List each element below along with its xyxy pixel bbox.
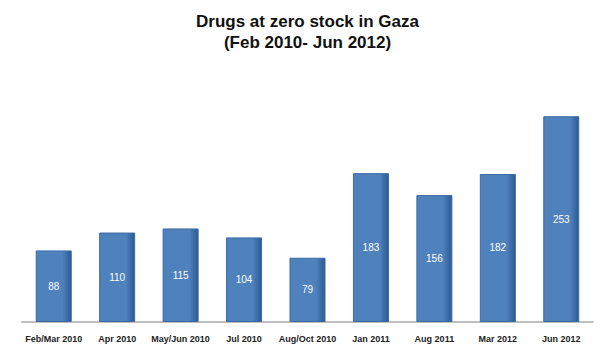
svg-text:253: 253 (553, 214, 570, 225)
svg-text:Drugs at zero stock in Gaza: Drugs at zero stock in Gaza (196, 12, 419, 31)
svg-text:Aug/Oct 2010: Aug/Oct 2010 (279, 334, 337, 344)
svg-text:183: 183 (363, 242, 380, 253)
svg-text:115: 115 (173, 270, 189, 281)
svg-text:Apr 2010: Apr 2010 (98, 334, 136, 344)
svg-text:79: 79 (302, 284, 314, 295)
svg-text:Jan 2011: Jan 2011 (352, 334, 390, 344)
svg-text:Mar 2012: Mar 2012 (479, 334, 518, 344)
svg-text:Feb/Mar 2010: Feb/Mar 2010 (25, 334, 82, 344)
svg-text:88: 88 (48, 281, 60, 292)
svg-text:Jul 2010: Jul 2010 (226, 334, 262, 344)
svg-text:May/Jun 2010: May/Jun 2010 (151, 334, 210, 344)
svg-text:Aug 2011: Aug 2011 (415, 334, 455, 344)
svg-text:104: 104 (236, 274, 253, 285)
svg-text:(Feb 2010- Jun 2012): (Feb 2010- Jun 2012) (224, 33, 391, 52)
svg-text:110: 110 (109, 272, 125, 283)
svg-text:156: 156 (426, 253, 443, 264)
svg-text:182: 182 (489, 242, 506, 253)
svg-text:Jun 2012: Jun 2012 (542, 334, 581, 344)
